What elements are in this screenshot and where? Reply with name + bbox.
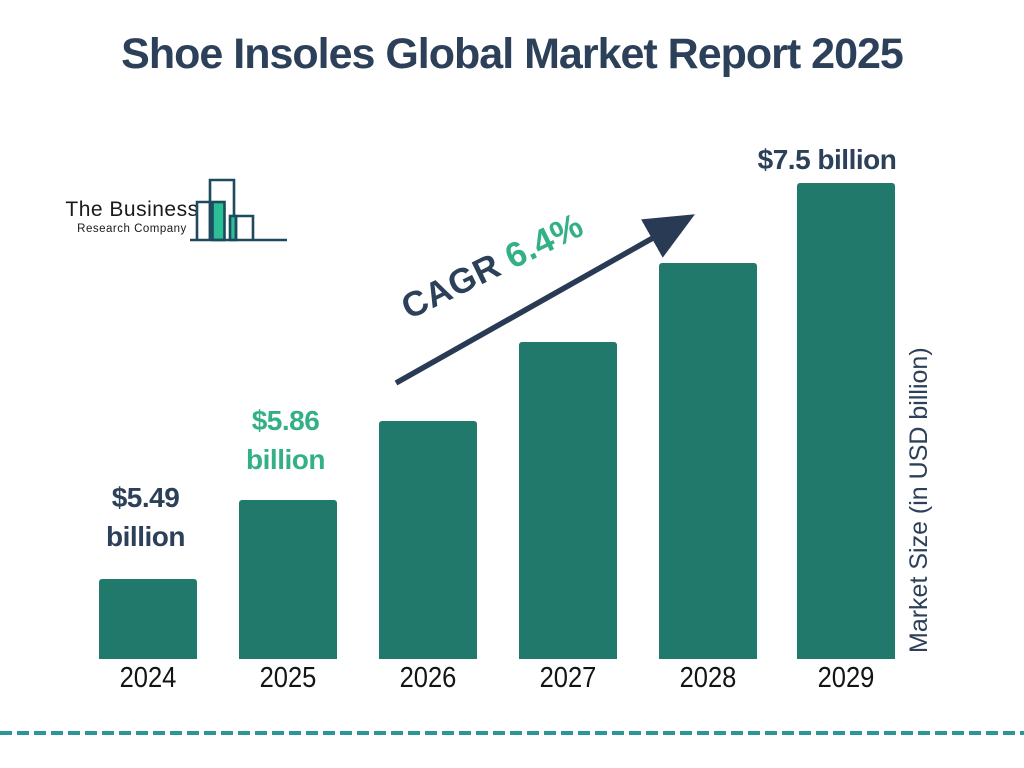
bar-2029 — [797, 183, 895, 659]
bar-skyline-icon — [190, 172, 290, 249]
value-label-2024-unit: billion — [106, 521, 185, 552]
cagr-annotation: CAGR 6.4% — [395, 206, 590, 328]
x-axis-label-2025: 2025 — [259, 662, 317, 694]
y-axis-label: Market Size (in USD billion) — [905, 347, 933, 653]
value-label-2025-amount: $5.86 — [251, 405, 320, 436]
company-logo-subtitle: Research Company — [77, 223, 187, 235]
bar-2024 — [99, 579, 197, 659]
company-logo-name: The Business — [65, 198, 199, 221]
value-label-2025: $5.86 billion — [228, 401, 343, 479]
value-label-2029: $7.5 billion — [757, 144, 897, 175]
company-logo: The Business Research Company — [62, 172, 287, 247]
x-axis-label-2029: 2029 — [817, 662, 875, 694]
x-axis-label-2028: 2028 — [679, 662, 737, 694]
bar-2026 — [379, 421, 477, 659]
x-axis-label-2026: 2026 — [399, 662, 457, 694]
page-title: Shoe Insoles Global Market Report 2025 — [121, 30, 904, 78]
x-axis-label-2027: 2027 — [539, 662, 597, 694]
value-label-2024: $5.49 billion — [88, 478, 203, 556]
cagr-value-text: 6.4% — [498, 205, 590, 277]
bar-2027 — [519, 342, 617, 659]
value-label-2024-amount: $5.49 — [111, 482, 180, 513]
bottom-dashed-divider — [0, 731, 1024, 735]
bar-2025 — [239, 500, 337, 659]
company-logo-text: The Business Research Company — [62, 198, 202, 235]
cagr-label-text: CAGR — [395, 245, 507, 328]
bar-2028 — [659, 263, 757, 659]
value-label-2025-unit: billion — [246, 444, 325, 475]
x-axis-label-2024: 2024 — [119, 662, 177, 694]
